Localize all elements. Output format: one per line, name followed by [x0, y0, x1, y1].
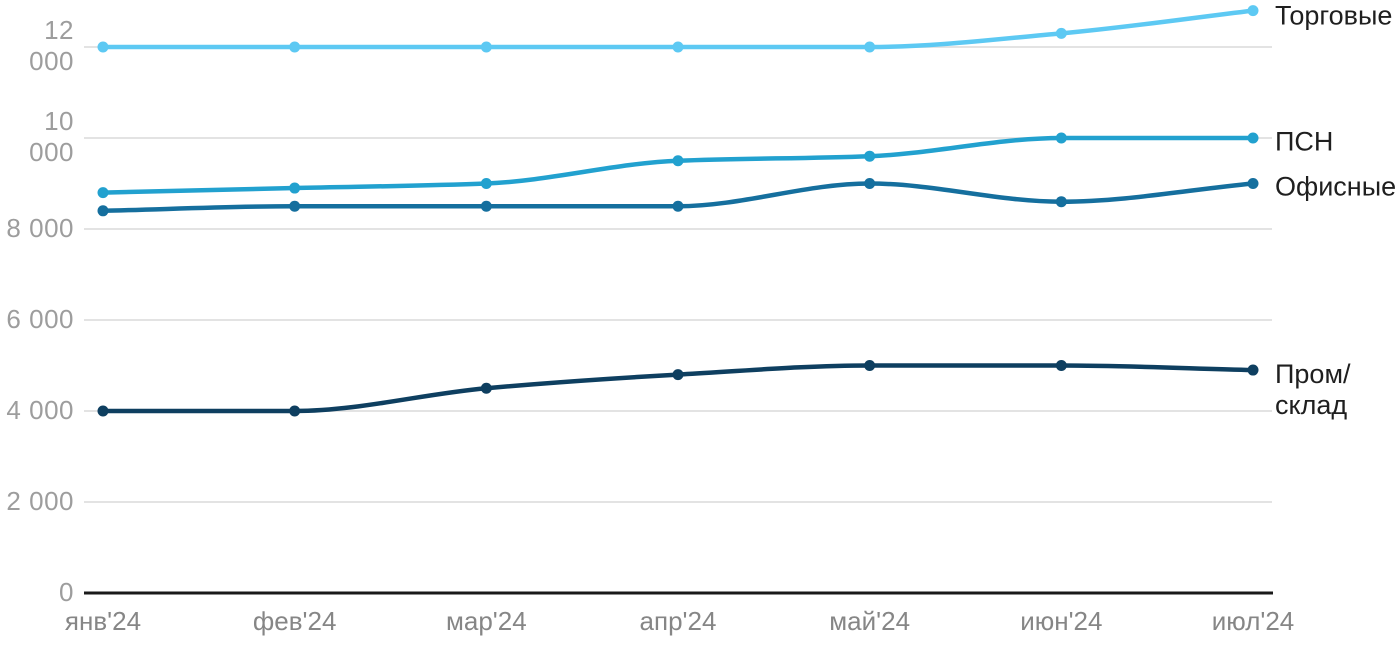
y-tick-label-8000: 8 000 [6, 212, 74, 243]
data-point-psn-6 [1247, 132, 1259, 144]
x-tick-label-2: мар'24 [445, 606, 527, 636]
data-point-prom-sklad-1 [289, 405, 301, 417]
series-label-line: склад [1275, 390, 1348, 421]
data-point-torgovye-1 [289, 41, 301, 53]
data-point-torgovye-5 [1055, 27, 1067, 39]
data-point-prom-sklad-2 [480, 382, 492, 394]
data-point-torgovye-0 [97, 41, 109, 53]
data-point-torgovye-4 [864, 41, 876, 53]
data-point-psn-4 [864, 150, 876, 162]
x-tick-label-4: май'24 [829, 606, 911, 636]
data-point-ofisnye-6 [1247, 178, 1259, 189]
y-tick-label-2000: 2 000 [6, 485, 74, 516]
data-point-prom-sklad-5 [1055, 360, 1067, 371]
data-point-torgovye-3 [672, 41, 684, 53]
series-label-torgovye: Торговые [1275, 0, 1393, 31]
data-point-prom-sklad-0 [97, 405, 109, 417]
data-point-ofisnye-5 [1055, 196, 1067, 208]
data-point-ofisnye-4 [864, 178, 876, 189]
y-tick-label-10000: 10 000 [29, 105, 74, 167]
y-tick-label-12000: 12 000 [29, 14, 74, 76]
x-tick-label-0: янв'24 [64, 606, 142, 636]
data-point-psn-0 [97, 187, 109, 199]
series-label-line: Пром/ [1275, 359, 1351, 390]
data-point-ofisnye-0 [97, 205, 109, 217]
x-tick-label-1: фев'24 [252, 606, 337, 636]
x-tick-label-5: июн'24 [1020, 606, 1103, 636]
y-tick-label-6000: 6 000 [6, 303, 74, 334]
series-label-psn: ПСН [1275, 126, 1334, 157]
data-point-ofisnye-1 [289, 200, 301, 212]
data-point-psn-3 [672, 155, 684, 167]
data-point-torgovye-2 [480, 41, 492, 53]
data-point-psn-1 [289, 182, 301, 194]
data-point-prom-sklad-6 [1247, 364, 1259, 376]
data-point-ofisnye-2 [480, 200, 492, 212]
data-point-psn-2 [480, 178, 492, 189]
data-point-prom-sklad-3 [672, 369, 684, 381]
x-tick-label-3: апр'24 [639, 606, 717, 636]
series-label-ofisnye: Офисные [1275, 171, 1397, 201]
data-point-prom-sklad-4 [864, 360, 876, 371]
x-tick-label-6: июл'24 [1211, 606, 1295, 636]
data-point-torgovye-6 [1247, 5, 1259, 17]
data-point-psn-5 [1055, 132, 1067, 144]
y-tick-label-4000: 4 000 [6, 394, 74, 425]
y-tick-label-0: 0 [59, 576, 74, 607]
series-label-prom-sklad: Пром/склад [1275, 359, 1351, 421]
data-point-ofisnye-3 [672, 200, 684, 212]
